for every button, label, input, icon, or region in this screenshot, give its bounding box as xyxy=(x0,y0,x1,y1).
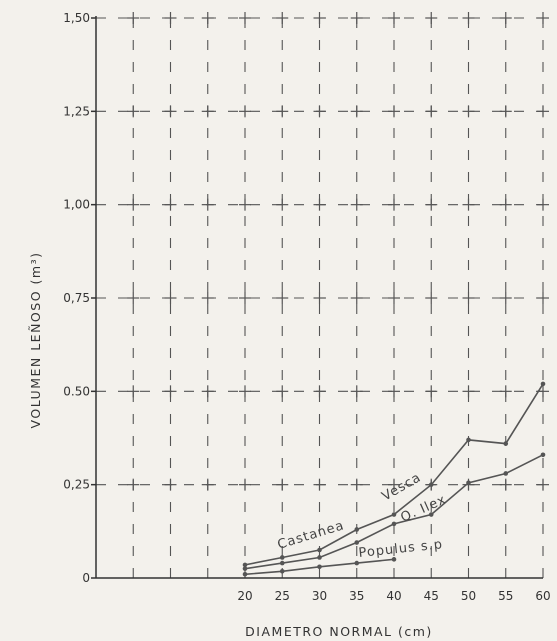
y-axis-title: VOLUMEN LEÑOSO (m³) xyxy=(28,252,43,429)
series-2 xyxy=(242,557,397,577)
curve-labels: Castanea Vesca Q. Ilex Populus s.p xyxy=(276,470,449,561)
y-tick-label: 1,00 xyxy=(63,198,90,212)
y-tick-label: 0 xyxy=(82,571,90,585)
data-point xyxy=(317,564,322,570)
data-point xyxy=(354,527,360,532)
data-point xyxy=(279,560,285,566)
data-point xyxy=(540,452,546,458)
y-tick-label: 0,25 xyxy=(63,478,90,492)
series xyxy=(242,381,546,577)
data-point xyxy=(317,547,322,553)
curve-label-q-ilex: Q. Ilex xyxy=(399,492,449,525)
x-tick-label: 20 xyxy=(237,589,252,603)
y-tick-label: 0.50 xyxy=(63,384,90,398)
data-point xyxy=(540,381,546,387)
data-point xyxy=(391,557,397,562)
x-tick-labels: 20 25 30 35 40 45 50 55 60 xyxy=(237,589,550,603)
x-tick-label: 45 xyxy=(424,589,439,603)
y-tick-labels: 0 0,25 0.50 0,75 1,00 1,25 1,50 xyxy=(63,11,90,585)
data-point xyxy=(503,471,509,476)
data-point xyxy=(466,437,471,443)
data-point xyxy=(354,560,360,566)
data-point xyxy=(354,540,360,545)
x-tick-label: 60 xyxy=(535,589,550,603)
data-point xyxy=(428,512,434,517)
y-tick-label: 1,50 xyxy=(63,11,90,25)
curve-label-vesca: Vesca xyxy=(380,470,425,504)
series-0 xyxy=(242,381,546,568)
x-tick-label: 50 xyxy=(461,589,476,603)
curve-label-castanea: Castanea xyxy=(276,518,346,553)
axes xyxy=(91,16,543,579)
x-tick-label: 40 xyxy=(386,589,401,603)
data-point xyxy=(428,482,434,487)
data-point xyxy=(466,480,471,486)
data-point xyxy=(279,555,285,560)
x-tick-label: 30 xyxy=(312,589,327,603)
data-point xyxy=(242,566,248,571)
data-point xyxy=(317,555,322,560)
data-point xyxy=(242,562,248,568)
curve-label-populus: Populus s.p xyxy=(358,537,444,561)
data-point xyxy=(503,441,509,446)
grid xyxy=(96,12,549,578)
data-point xyxy=(391,512,397,517)
x-tick-label: 35 xyxy=(349,589,364,603)
y-tick-label: 1,25 xyxy=(63,104,90,118)
y-tick-label: 0,75 xyxy=(63,291,90,305)
data-point xyxy=(391,521,397,527)
x-tick-label: 55 xyxy=(498,589,513,603)
x-axis-title: DIAMETRO NORMAL (cm) xyxy=(245,624,433,639)
x-tick-label: 25 xyxy=(275,589,290,603)
series-1 xyxy=(242,452,546,571)
data-point xyxy=(242,571,248,577)
data-point xyxy=(279,568,285,574)
